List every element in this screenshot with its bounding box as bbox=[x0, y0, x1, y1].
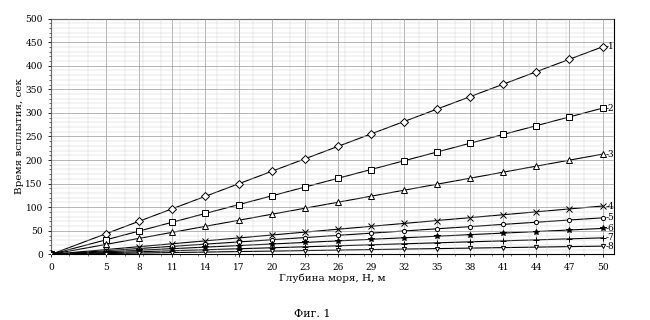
X-axis label: Глубина моря, Н, м: Глубина моря, Н, м bbox=[279, 273, 385, 283]
Text: -7: -7 bbox=[606, 233, 614, 242]
Text: -4: -4 bbox=[606, 202, 614, 211]
Text: -1: -1 bbox=[606, 42, 614, 51]
Text: -2: -2 bbox=[606, 104, 614, 113]
Text: -3: -3 bbox=[606, 150, 614, 159]
Text: Фиг. 1: Фиг. 1 bbox=[294, 309, 330, 319]
Text: -8: -8 bbox=[606, 242, 614, 251]
Y-axis label: Время всплытия, сек: Время всплытия, сек bbox=[15, 78, 24, 194]
Text: -5: -5 bbox=[606, 213, 615, 222]
Text: -6: -6 bbox=[606, 224, 614, 233]
